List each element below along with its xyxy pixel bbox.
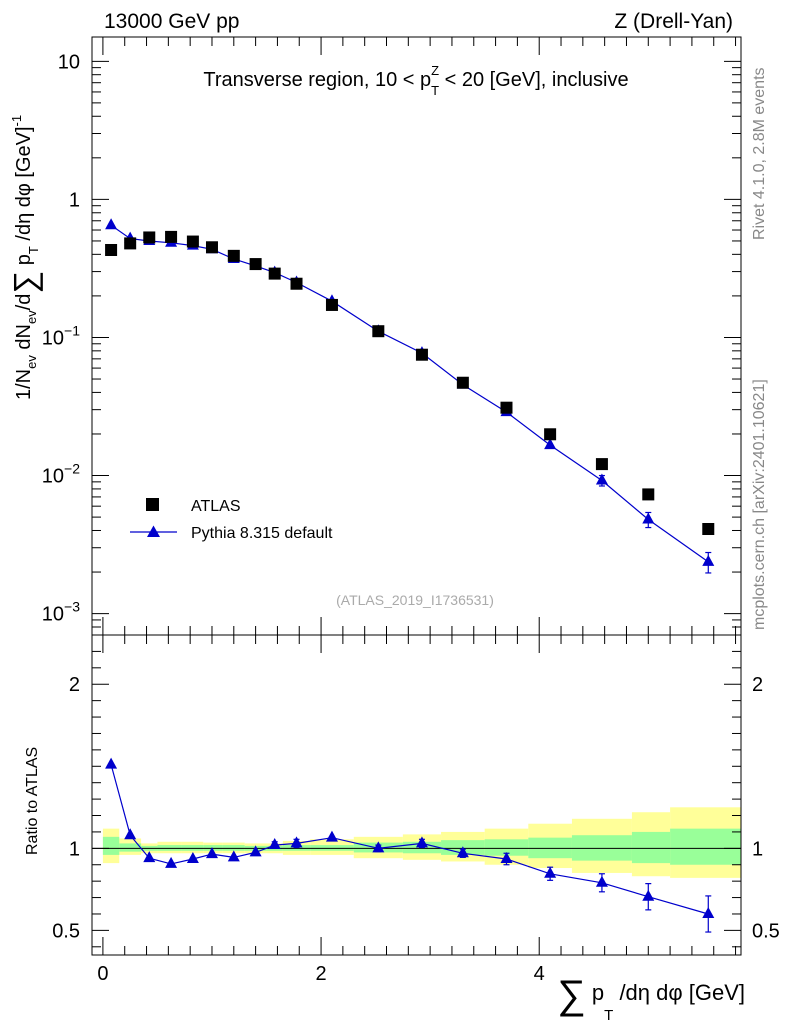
atlas-point (595, 458, 608, 471)
ratio-y-tick-label-left: 0.5 (52, 920, 80, 942)
ratio-point (325, 830, 338, 842)
pythia-point (595, 473, 608, 485)
ratio-axis-ticks (92, 635, 741, 955)
header-right: Z (Drell-Yan) (614, 10, 733, 33)
ratio-point (595, 875, 608, 887)
atlas-point (372, 325, 385, 338)
ratio-y-axis-label: Ratio to ATLAS (24, 747, 41, 855)
ratio-panel-frame (91, 634, 742, 956)
ratio-point (124, 828, 137, 840)
main-title: Transverse region, 10 < pTZ < 20 [GeV], … (203, 63, 628, 98)
y-tick-label: 1 (69, 189, 80, 211)
main-y-tick-labels: 10 1 10−1 10−2 10−3 (42, 51, 80, 625)
inner-uncertainty-band (670, 828, 741, 865)
x-tick-label: 0 (97, 963, 108, 985)
x-tick-label: 2 (315, 963, 326, 985)
inner-uncertainty-band (102, 836, 120, 855)
main-panel-frame (91, 36, 742, 636)
inner-uncertainty-band (631, 831, 671, 864)
inner-uncertainty-band (119, 843, 142, 852)
atlas-point (143, 231, 156, 244)
y-tick-label: 10−1 (42, 322, 80, 349)
legend-atlas-marker (146, 498, 159, 511)
ratio-point (186, 852, 199, 863)
atlas-point (642, 488, 655, 501)
ratio-y-tick-label-left: 1 (69, 838, 80, 860)
ratio-point (143, 851, 156, 863)
pythia-point (544, 438, 557, 450)
inner-uncertainty-band (484, 839, 529, 856)
atlas-point (249, 258, 262, 271)
pythia-point (105, 218, 118, 230)
atlas-point (205, 241, 218, 254)
x-tick-label: 4 (534, 963, 545, 985)
ratio-point (702, 906, 715, 918)
ratio-point (105, 757, 118, 769)
mcplots-url-text: mcplots.cern.ch [arXiv:2401.10621] (751, 379, 768, 630)
atlas-point (544, 428, 557, 441)
atlas-point (105, 243, 118, 256)
atlas-point (165, 230, 178, 243)
pythia-point (642, 512, 655, 524)
ratio-point (165, 856, 178, 868)
main-plot-marks (105, 218, 715, 574)
ratio-point (500, 852, 513, 863)
legend-pythia-label: Pythia 8.315 default (191, 525, 333, 542)
pythia-point (702, 554, 715, 566)
ratio-point (544, 866, 557, 878)
atlas-point (456, 376, 469, 389)
main-axis-ticks (92, 37, 741, 636)
ratio-point (372, 841, 385, 853)
ratio-point (456, 846, 469, 858)
header-left: 13000 GeV pp (104, 10, 239, 33)
rivet-version-text: Rivet 4.1.0, 2.8M events (751, 67, 768, 240)
ratio-plot-marks (92, 757, 741, 933)
ratio-point (415, 836, 428, 848)
main-y-axis-label: 1/Nev dNev/d∑ pT /dη dφ [GeV]-1 (7, 115, 43, 400)
atlas-point (124, 237, 137, 250)
x-axis-label: ∑ pT /dη dφ [GeV] (557, 973, 745, 1024)
y-tick-label: 10−2 (42, 461, 80, 488)
ratio-point (227, 850, 240, 862)
y-tick-label: 10 (58, 51, 80, 73)
atlas-point (500, 401, 513, 414)
main-panel: 10 1 10−1 10−2 10−3 Transverse region, 10 < … (7, 36, 742, 636)
atlas-point (702, 523, 715, 536)
legend: ATLAS Pythia 8.315 default (130, 498, 333, 542)
ratio-y-tick-label-right: 2 (752, 674, 763, 696)
ratio-point (205, 847, 218, 859)
atlas-point (325, 298, 338, 311)
ratio-y-tick-label-right: 1 (752, 838, 763, 860)
ratio-y-tick-label-left: 2 (69, 674, 80, 696)
ratio-point (290, 836, 303, 848)
legend-atlas-label: ATLAS (191, 498, 241, 515)
atlas-point (415, 348, 428, 361)
atlas-point (268, 267, 281, 280)
atlas-point (227, 249, 240, 262)
ratio-panel: 2 2 1 1 0.5 0.5 0 2 4 Ratio to ATLAS ∑ pT /dη dφ… (24, 634, 780, 1024)
atlas-point (290, 277, 303, 290)
atlas-point (186, 235, 199, 248)
ratio-point (249, 845, 262, 857)
ratio-point (642, 889, 655, 901)
legend-pythia-marker (147, 525, 160, 537)
ratio-tick-labels: 2 2 1 1 0.5 0.5 0 2 4 (52, 674, 780, 985)
analysis-watermark: (ATLAS_2019_I1736531) (336, 592, 494, 608)
y-tick-label: 10−3 (42, 599, 80, 626)
ratio-y-tick-label-right: 0.5 (752, 920, 780, 942)
ratio-point (268, 838, 281, 850)
